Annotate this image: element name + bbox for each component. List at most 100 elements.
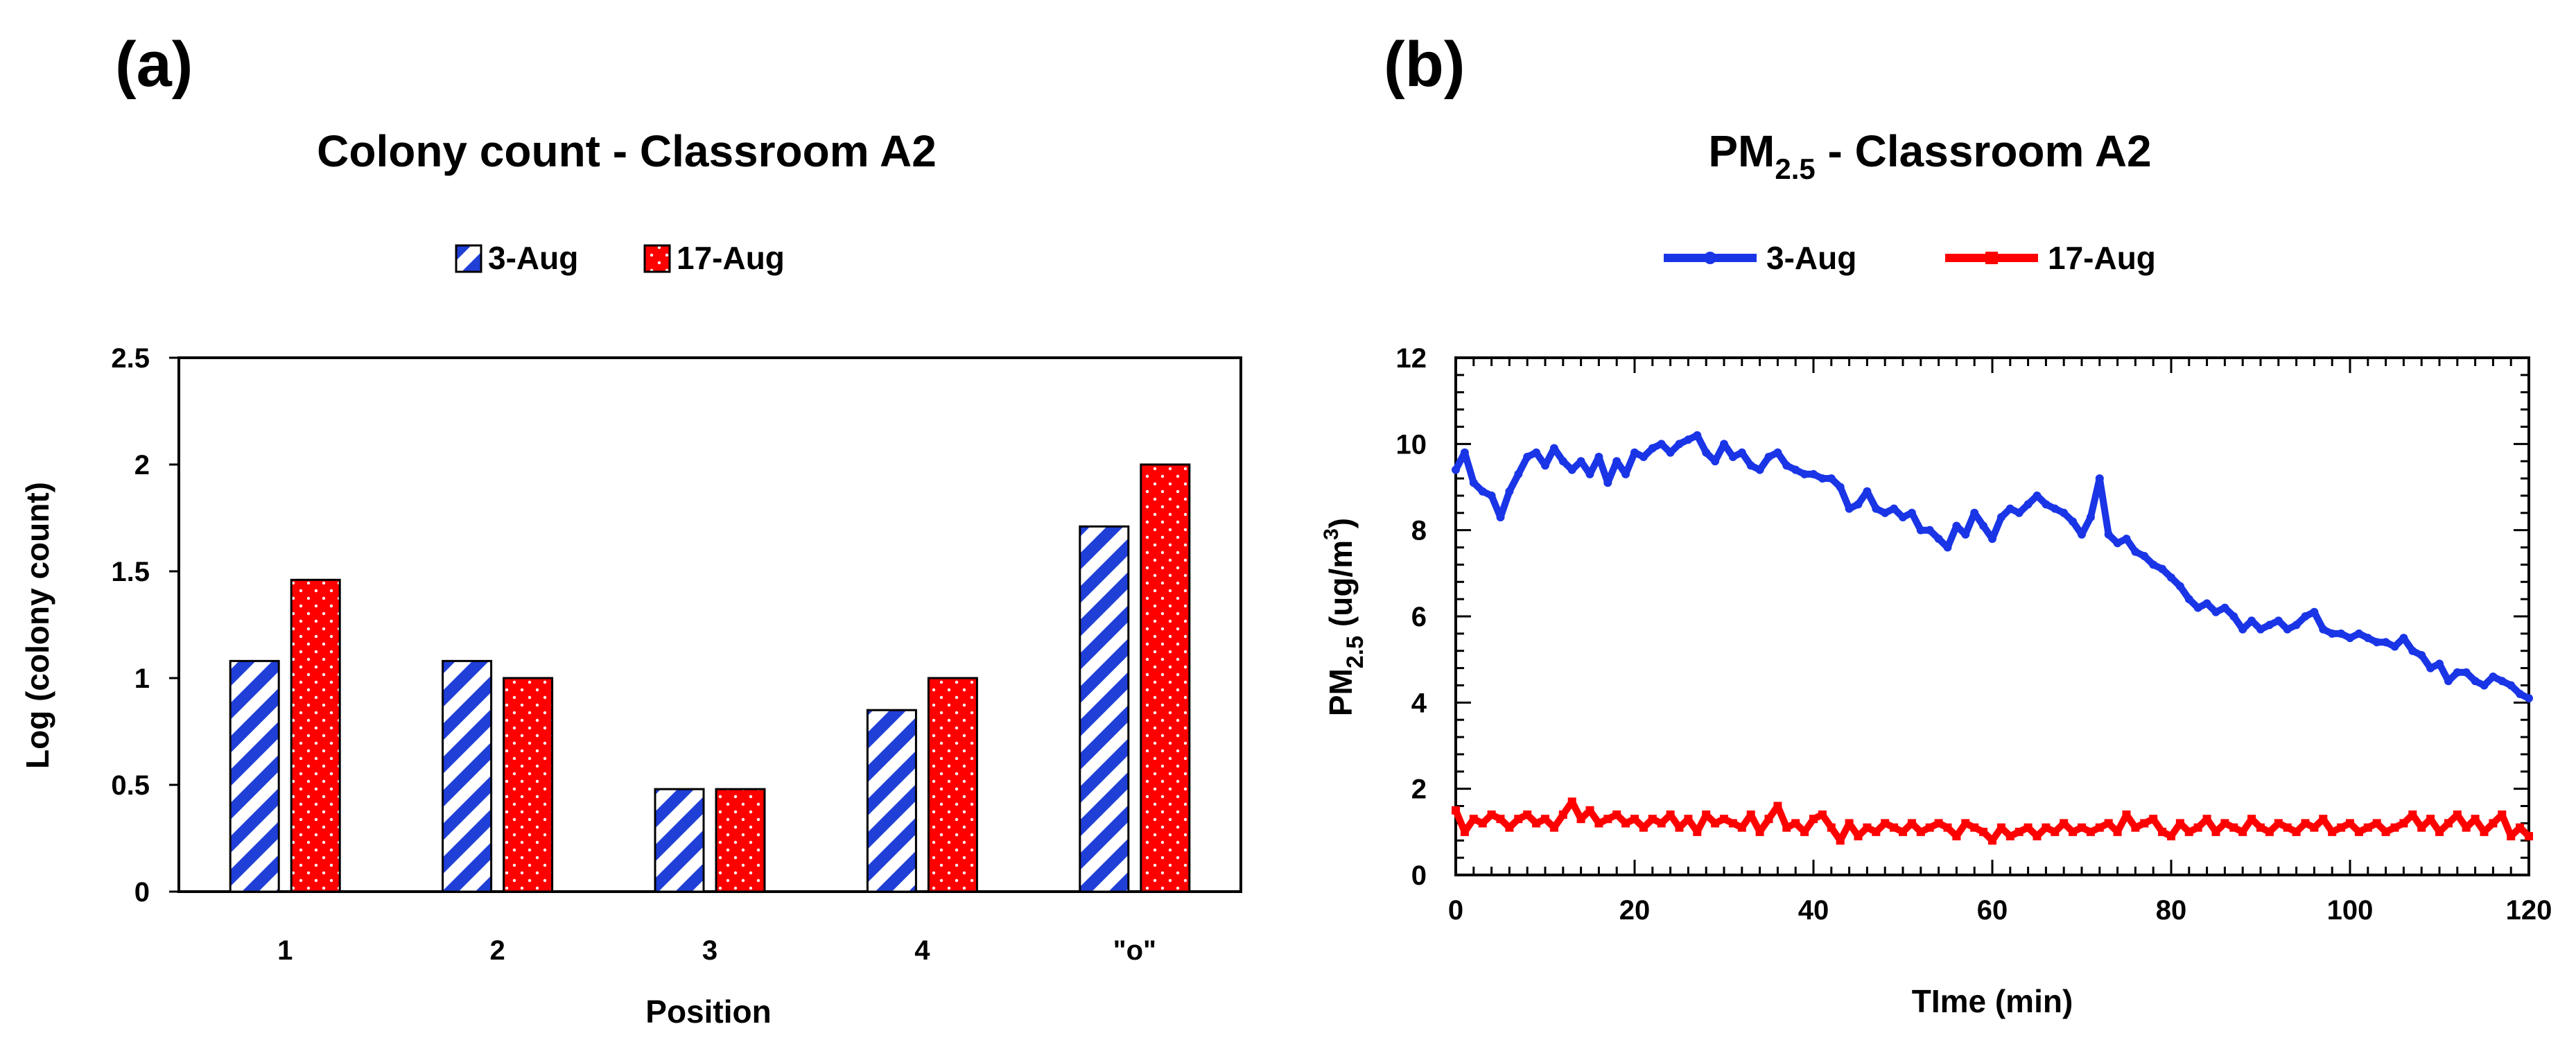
point-3aug: [2516, 689, 2525, 698]
x-tick-label: 1: [277, 935, 293, 966]
point-3aug: [2229, 612, 2238, 621]
point-3aug: [1639, 452, 1648, 461]
point-3aug: [1845, 504, 1854, 513]
point-17aug: [2078, 823, 2086, 832]
point-3aug: [1988, 535, 1996, 544]
point-17aug: [2292, 827, 2301, 836]
point-3aug: [2005, 504, 2014, 513]
point-3aug: [1460, 448, 1469, 457]
y-tick-label: 12: [1396, 343, 1427, 374]
point-3aug: [2265, 621, 2274, 630]
point-17aug: [2158, 827, 2167, 836]
point-17aug: [1594, 819, 1603, 828]
point-3aug: [1532, 448, 1541, 457]
point-17aug: [1996, 823, 2005, 832]
point-3aug: [2256, 625, 2265, 634]
point-3aug: [2444, 677, 2453, 686]
point-17aug: [2444, 819, 2453, 828]
point-17aug: [2265, 827, 2274, 836]
point-17aug: [2051, 827, 2060, 836]
point-3aug: [1487, 491, 1496, 500]
point-3aug: [1603, 478, 1612, 487]
point-3aug: [1782, 461, 1791, 470]
point-3aug: [2319, 625, 2328, 634]
point-17aug: [1961, 819, 1970, 828]
point-17aug: [2113, 827, 2122, 836]
point-17aug: [1800, 827, 1809, 836]
point-3aug: [2462, 668, 2471, 677]
y-tick-label: 10: [1396, 429, 1427, 460]
point-17aug: [1711, 819, 1720, 828]
y-tick-label: 1: [134, 664, 150, 694]
point-3aug: [2140, 551, 2149, 560]
panel-a-ylabel: Log (colony count): [19, 482, 55, 769]
x-tick-label: 3: [702, 935, 717, 966]
point-3aug: [2507, 681, 2516, 690]
point-17aug: [1603, 815, 1612, 824]
point-17aug: [1666, 810, 1675, 819]
point-3aug: [2202, 599, 2211, 608]
panel-b-label: (b): [1384, 29, 1465, 100]
point-3aug: [2024, 500, 2033, 509]
point-17aug: [2131, 823, 2140, 832]
bar-plot-area: 0 0.5 1 1.5 2 2.5 1 2 3 4 "o": [111, 343, 1242, 966]
point-3aug: [1827, 474, 1836, 483]
x-tick-label: 2: [489, 935, 505, 966]
point-17aug: [1827, 823, 1836, 832]
point-17aug: [2247, 815, 2256, 824]
point-3aug: [1764, 452, 1773, 461]
point-17aug: [1523, 810, 1532, 819]
point-3aug: [1684, 435, 1693, 444]
bar-3-aug-4: [866, 709, 917, 893]
point-17aug: [1988, 836, 1996, 845]
point-17aug: [2167, 832, 2175, 841]
point-17aug: [2489, 819, 2498, 828]
point-17aug: [2202, 815, 2211, 824]
point-17aug: [2122, 810, 2131, 819]
point-17aug: [2363, 823, 2372, 832]
point-17aug: [1585, 806, 1594, 815]
point-17aug: [1809, 815, 1818, 824]
bar-3-aug-3: [654, 788, 705, 893]
point-3aug: [2033, 491, 2042, 500]
point-17aug: [1907, 819, 1916, 828]
point-17aug: [1541, 815, 1549, 824]
point-17aug: [1755, 827, 1764, 836]
x-tick-label: 4: [914, 935, 930, 966]
x-tick-label: 40: [1798, 895, 1829, 926]
point-3aug: [1702, 448, 1711, 457]
point-3aug: [1594, 452, 1603, 461]
point-3aug: [1711, 457, 1720, 466]
x-tick-label: "o": [1113, 935, 1156, 966]
point-3aug: [1549, 444, 1558, 453]
point-3aug: [1523, 452, 1532, 461]
point-17aug: [2435, 827, 2444, 836]
point-17aug: [2175, 819, 2184, 828]
point-3aug: [2131, 547, 2140, 556]
y-tick-label: 6: [1411, 602, 1427, 632]
point-17aug: [2229, 823, 2238, 832]
point-17aug: [1452, 806, 1460, 815]
point-17aug: [2220, 819, 2229, 828]
point-17aug: [2453, 810, 2462, 819]
point-17aug: [2069, 827, 2078, 836]
point-17aug: [2140, 819, 2149, 828]
point-17aug: [1818, 810, 1827, 819]
y-tick-label: 2.5: [111, 343, 150, 374]
legend-marker-17aug: [1985, 252, 1998, 264]
point-3aug: [2051, 504, 2060, 513]
point-3aug: [2069, 517, 2078, 526]
point-17aug: [1863, 823, 1872, 832]
point-17aug: [1970, 823, 1979, 832]
point-17aug: [2211, 827, 2220, 836]
point-3aug: [1657, 440, 1666, 449]
point-3aug: [1836, 483, 1845, 492]
point-17aug: [1728, 819, 1737, 828]
point-17aug: [2193, 823, 2202, 832]
point-3aug: [2525, 694, 2533, 703]
point-17aug: [2516, 823, 2525, 832]
point-3aug: [2489, 673, 2498, 682]
y-tick-label: 0: [1411, 860, 1427, 891]
panel-a: (a) Colony count - Classroom A2 3-Aug 17…: [19, 29, 1242, 1030]
point-17aug: [2346, 819, 2354, 828]
